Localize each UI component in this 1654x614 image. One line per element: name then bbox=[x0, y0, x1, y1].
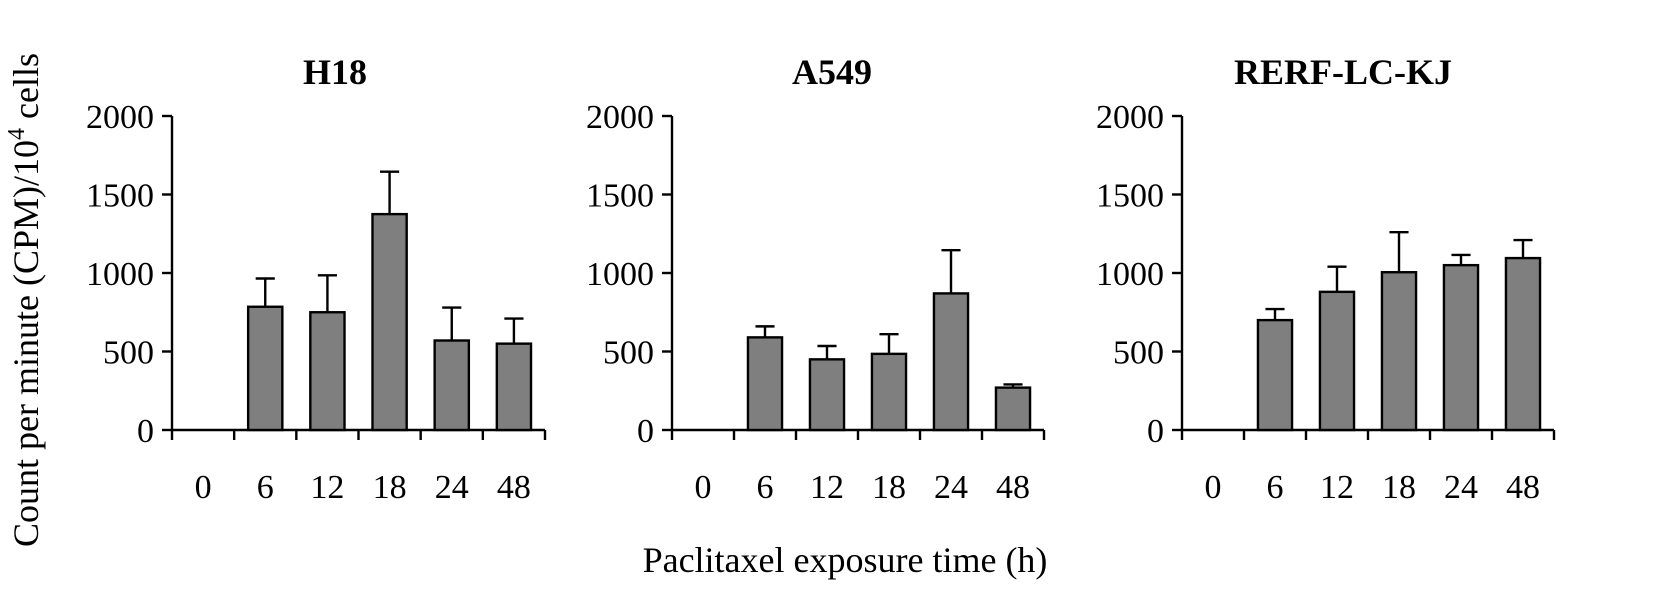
bar bbox=[994, 386, 1032, 432]
bar bbox=[1318, 290, 1356, 432]
bar bbox=[371, 212, 408, 432]
x-tick-label: 24 bbox=[934, 469, 968, 506]
x-tick-label: 48 bbox=[497, 469, 531, 506]
bar bbox=[495, 342, 533, 432]
bar bbox=[1504, 256, 1542, 432]
y-tick-label: 0 bbox=[637, 413, 654, 450]
y-tick-label: 1500 bbox=[1096, 178, 1164, 215]
x-tick-label: 48 bbox=[1506, 469, 1540, 506]
x-tick-label: 18 bbox=[1382, 469, 1416, 506]
x-tick-label: 12 bbox=[1320, 469, 1354, 506]
panel-title: A549 bbox=[792, 52, 872, 92]
y-tick-label: 1000 bbox=[586, 256, 654, 293]
x-tick-label: 0 bbox=[695, 469, 712, 506]
x-tick-label: 0 bbox=[1205, 469, 1222, 506]
y-tick-label: 1500 bbox=[586, 178, 654, 215]
y-tick-label: 1000 bbox=[86, 256, 154, 293]
bar bbox=[746, 336, 784, 432]
x-tick-label: 18 bbox=[373, 469, 407, 506]
y-axis-title: Count per minute (CPM)/104 cells bbox=[4, 53, 46, 547]
bar bbox=[870, 352, 908, 432]
y-tick-label: 500 bbox=[103, 335, 154, 372]
bar bbox=[1256, 318, 1294, 432]
bar bbox=[1380, 271, 1418, 432]
y-tick-label: 2000 bbox=[586, 99, 654, 136]
x-axis-title: Paclitaxel exposure time (h) bbox=[643, 540, 1048, 580]
y-tick-label: 500 bbox=[603, 335, 654, 372]
x-tick-label: 6 bbox=[757, 469, 774, 506]
x-tick-label: 24 bbox=[435, 469, 469, 506]
chart-panel-3: RERF-LC-KJ 0 500 1000 1500 2000 0 6 12 18 24 48 bbox=[1096, 52, 1556, 506]
chart-panel-2: A549 0 500 1000 1500 2000 0 6 12 18 24 48 bbox=[586, 52, 1046, 506]
chart-panels: H18 0 500 1000 1500 2000 0 6 12 18 24 48 A549 0 500 100… bbox=[86, 52, 1556, 506]
x-tick-label: 12 bbox=[310, 469, 344, 506]
y-tick-label: 2000 bbox=[86, 99, 154, 136]
x-tick-label: 6 bbox=[1267, 469, 1284, 506]
bar bbox=[932, 292, 970, 432]
x-tick-label: 24 bbox=[1444, 469, 1478, 506]
x-tick-label: 0 bbox=[195, 469, 212, 506]
bar bbox=[808, 358, 846, 432]
chart-panel-1: H18 0 500 1000 1500 2000 0 6 12 18 24 48 bbox=[86, 52, 547, 506]
bar bbox=[1442, 263, 1480, 432]
y-tick-label: 1500 bbox=[86, 178, 154, 215]
y-tick-label: 0 bbox=[1147, 413, 1164, 450]
panel-title: H18 bbox=[303, 52, 367, 92]
bar bbox=[246, 305, 284, 432]
panel-title: RERF-LC-KJ bbox=[1234, 52, 1452, 92]
y-tick-label: 1000 bbox=[1096, 256, 1164, 293]
x-tick-label: 6 bbox=[257, 469, 274, 506]
x-tick-label: 12 bbox=[810, 469, 844, 506]
bar bbox=[309, 311, 346, 432]
y-tick-label: 500 bbox=[1113, 335, 1164, 372]
y-tick-label: 2000 bbox=[1096, 99, 1164, 136]
bar bbox=[433, 339, 471, 432]
x-tick-label: 48 bbox=[996, 469, 1030, 506]
x-tick-label: 18 bbox=[872, 469, 906, 506]
y-axis-title-exponent: 4 bbox=[4, 128, 30, 140]
y-tick-label: 0 bbox=[137, 413, 154, 450]
